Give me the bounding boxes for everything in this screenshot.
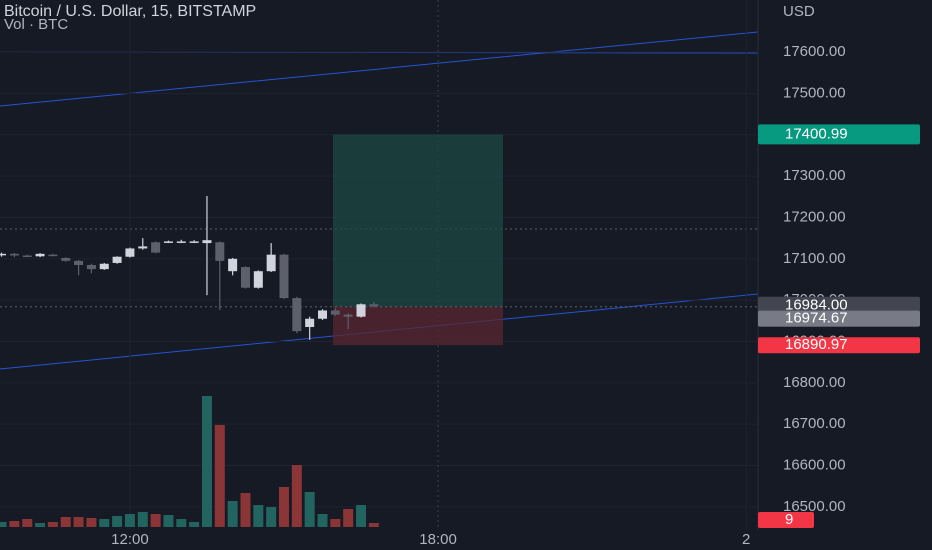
candle-body xyxy=(369,304,379,307)
candle-body xyxy=(279,254,289,299)
symbol-title: Bitcoin / U.S. Dollar, 15, BITSTAMP xyxy=(4,3,256,20)
volume-bar xyxy=(356,505,367,527)
volume-bar xyxy=(227,501,238,527)
volume-bar xyxy=(291,465,302,527)
x-tick-label: 18:00 xyxy=(419,531,457,548)
candle-body xyxy=(163,241,173,243)
candle-body xyxy=(0,253,7,256)
volume-bar xyxy=(317,514,328,527)
candle-body xyxy=(356,304,366,317)
candle-body xyxy=(228,258,238,272)
volume-value-label: 9 xyxy=(785,511,793,528)
candle-body xyxy=(292,298,302,332)
x-tick-label: 12:00 xyxy=(111,531,149,548)
candle-body xyxy=(86,265,96,270)
volume-bar xyxy=(137,512,148,527)
candle-body xyxy=(74,260,84,265)
volume-bar xyxy=(214,425,225,527)
y-tick-label: 17600.00 xyxy=(783,43,846,60)
candle-body xyxy=(22,255,32,257)
volume-bar xyxy=(124,514,135,527)
candle-body xyxy=(61,257,71,261)
y-tick-label: 17200.00 xyxy=(783,208,846,225)
y-tick-label: 17100.00 xyxy=(783,250,846,267)
last-price-label: 16984.00 xyxy=(785,297,848,314)
volume-bar xyxy=(266,507,277,527)
volume-bar xyxy=(73,517,84,527)
candle-body xyxy=(138,246,148,249)
candle-body xyxy=(215,242,225,261)
candle-body xyxy=(112,256,122,263)
candle-body xyxy=(189,241,199,243)
volume-bar xyxy=(0,522,7,527)
volume-bar xyxy=(9,521,20,527)
volume-bar xyxy=(22,519,33,527)
y-tick-label: 16800.00 xyxy=(783,374,846,391)
candle-body xyxy=(330,310,340,315)
candle-body xyxy=(125,248,135,257)
candle-body xyxy=(318,310,328,319)
volume-bar xyxy=(47,522,58,527)
y-tick-label: 16700.00 xyxy=(783,415,846,432)
currency-label: USD xyxy=(783,3,815,20)
profit-zone xyxy=(333,134,503,307)
volume-bar xyxy=(176,519,187,527)
candle-body xyxy=(240,267,250,288)
volume-bar xyxy=(253,505,264,527)
volume-bar xyxy=(35,523,46,527)
plot xyxy=(0,0,758,530)
volume-title: Vol · BTC xyxy=(4,16,68,33)
candle-body xyxy=(202,240,212,244)
y-tick-label: 16500.00 xyxy=(783,498,846,515)
candle-body xyxy=(253,271,263,288)
candle-body xyxy=(9,253,19,256)
volume-bar xyxy=(330,519,341,527)
y-tick-label: 16600.00 xyxy=(783,456,846,473)
volume-bar xyxy=(86,518,97,527)
candle-body xyxy=(343,314,353,317)
volume-bar xyxy=(60,517,71,527)
target-price-label: 17400.99 xyxy=(785,125,848,142)
volume-bar xyxy=(201,396,212,527)
volume-bar xyxy=(304,492,315,527)
volume-bar xyxy=(163,515,174,527)
crosshair-price-label: 16974.67 xyxy=(785,310,848,327)
y-tick-label: 17500.00 xyxy=(783,84,846,101)
candle-body xyxy=(35,253,45,257)
candle-body xyxy=(48,254,58,257)
candle-body xyxy=(99,263,109,270)
volume-bar xyxy=(368,523,379,527)
volume-bar xyxy=(189,522,200,527)
volume-label-bg xyxy=(758,512,814,528)
volume-bar xyxy=(99,519,110,527)
stop-price-label-bg xyxy=(758,337,920,354)
candle-body xyxy=(305,318,315,328)
volume-bar xyxy=(343,509,354,527)
target-price-label-bg xyxy=(758,124,920,145)
volume-bar xyxy=(278,487,289,527)
volume-bar xyxy=(112,516,123,527)
y-tick-label: 17300.00 xyxy=(783,167,846,184)
crosshair-price-label-bg xyxy=(758,310,920,327)
candle-body xyxy=(176,241,186,243)
volume-bar xyxy=(240,493,251,527)
candle-body xyxy=(151,242,161,253)
stop-price-label: 16890.97 xyxy=(785,336,848,353)
candle-body xyxy=(266,254,276,272)
volume-bar xyxy=(150,514,161,527)
x-tick-label: 2 xyxy=(742,531,750,548)
